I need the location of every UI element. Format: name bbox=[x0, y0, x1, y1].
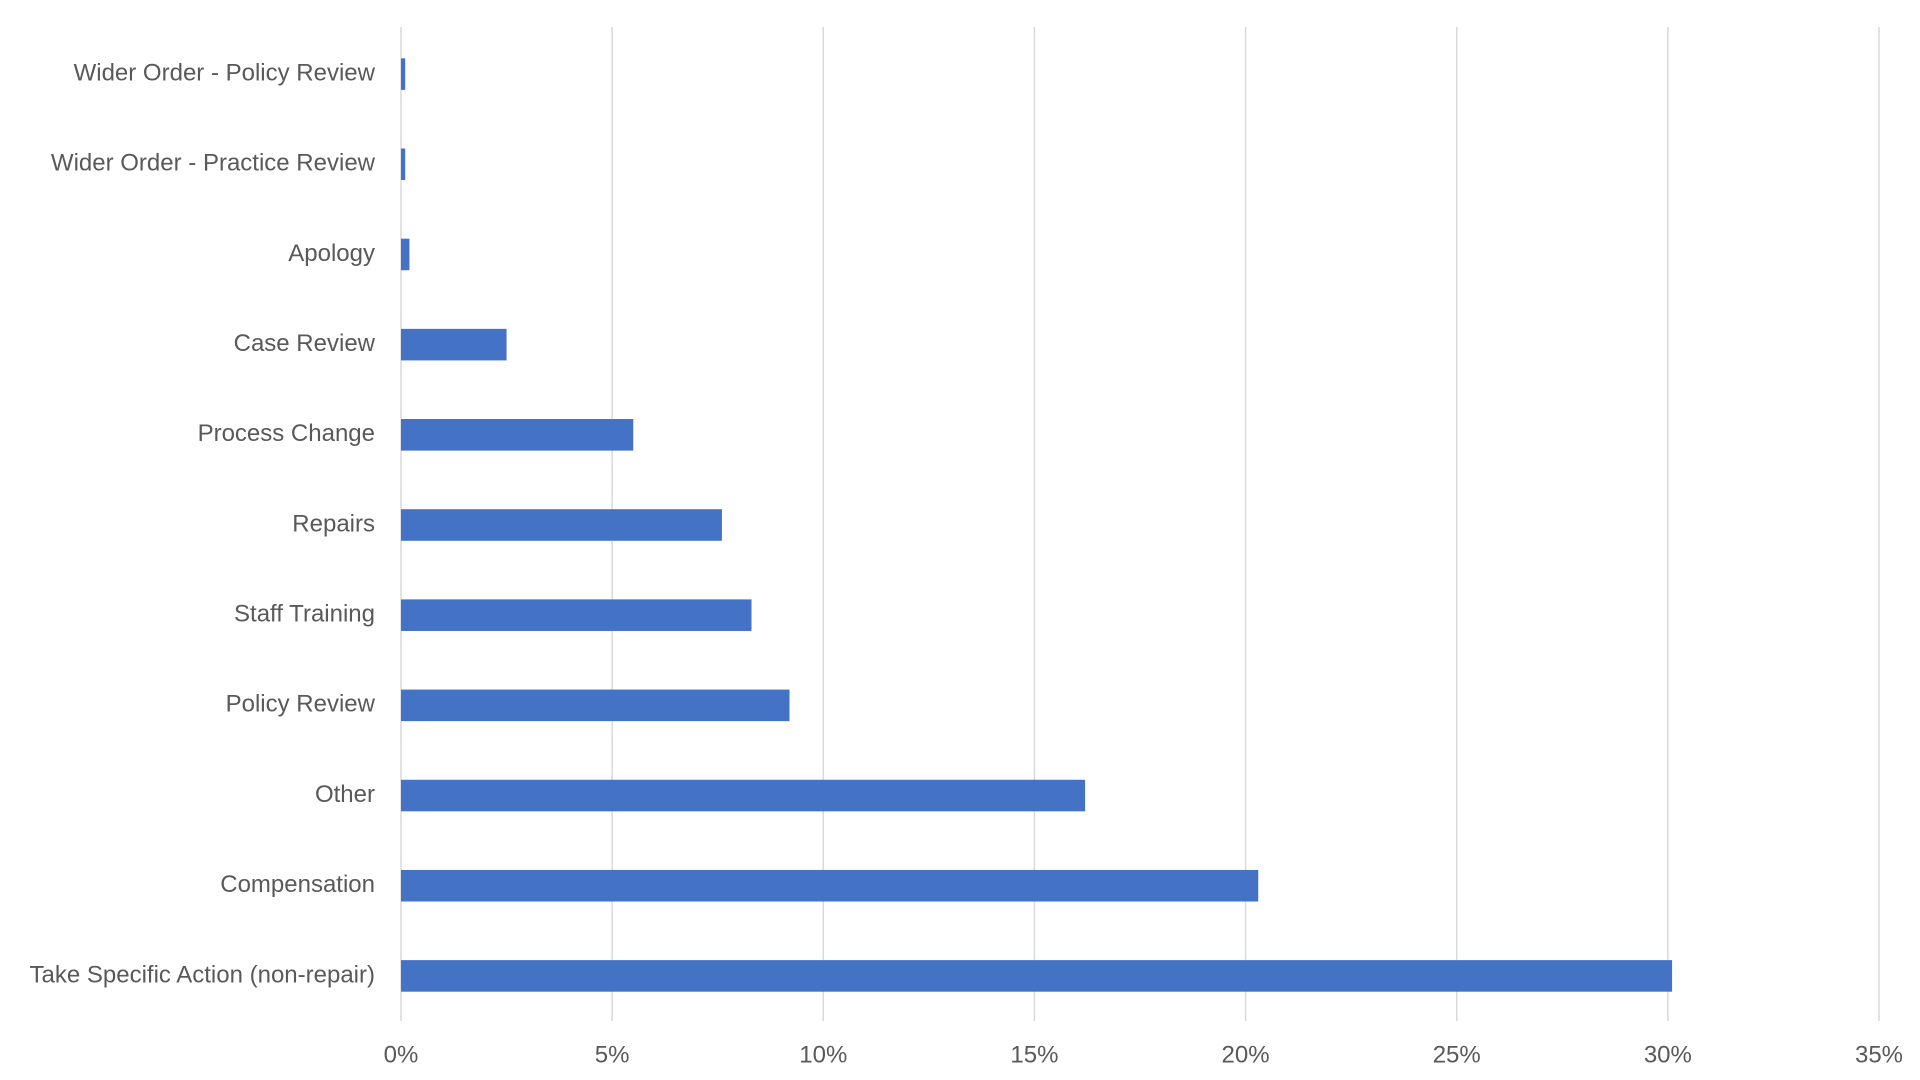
y-tick-label: Repairs bbox=[292, 510, 375, 537]
y-tick-label: Other bbox=[315, 781, 375, 808]
bar bbox=[401, 419, 634, 451]
x-tick-label: 35% bbox=[1855, 1041, 1903, 1068]
bar bbox=[401, 599, 752, 631]
y-tick-label: Wider Order - Practice Review bbox=[51, 150, 376, 177]
bar bbox=[401, 869, 1259, 902]
y-tick-label: Compensation bbox=[220, 871, 375, 898]
bar bbox=[401, 148, 406, 181]
bar bbox=[401, 689, 790, 722]
bar bbox=[401, 509, 722, 541]
x-tick-label: 10% bbox=[799, 1041, 847, 1068]
bar bbox=[401, 328, 507, 361]
x-tick-label: 15% bbox=[1010, 1041, 1058, 1068]
x-tick-label: 5% bbox=[595, 1041, 630, 1068]
y-tick-label: Staff Training bbox=[234, 601, 375, 628]
y-tick-label: Wider Order - Policy Review bbox=[74, 59, 376, 86]
bar bbox=[401, 779, 1086, 812]
x-tick-label: 0% bbox=[384, 1041, 419, 1068]
y-tick-label: Process Change bbox=[198, 420, 375, 447]
x-tick-label: 20% bbox=[1222, 1041, 1270, 1068]
y-tick-label: Policy Review bbox=[226, 691, 376, 718]
bar bbox=[401, 238, 410, 271]
bar bbox=[401, 960, 1673, 992]
bar bbox=[401, 58, 406, 90]
y-tick-label: Take Specific Action (non-repair) bbox=[30, 961, 376, 988]
x-tick-label: 25% bbox=[1433, 1041, 1481, 1068]
y-tick-label: Apology bbox=[288, 240, 375, 267]
y-tick-label: Case Review bbox=[234, 330, 376, 357]
x-tick-label: 30% bbox=[1644, 1041, 1692, 1068]
